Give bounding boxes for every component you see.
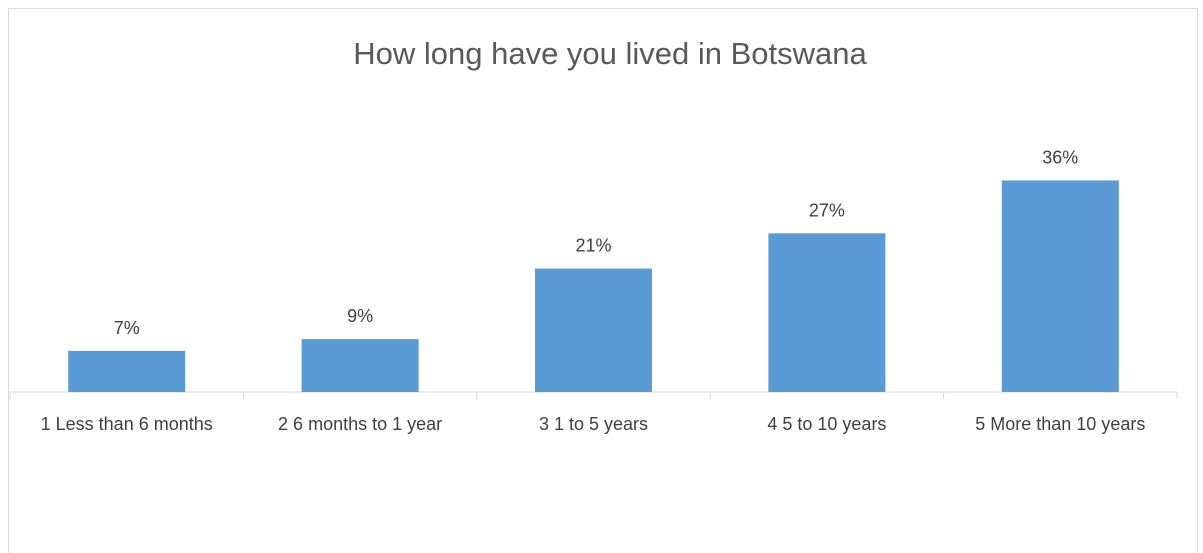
data-label: 36%	[1042, 147, 1078, 167]
bar	[1001, 180, 1119, 392]
x-tick-label: 1 Less than 6 months	[41, 414, 213, 434]
chart-title: How long have you lived in Botswana	[353, 36, 867, 71]
data-label: 21%	[575, 236, 611, 256]
data-label: 9%	[347, 306, 373, 326]
data-label: 7%	[114, 318, 140, 338]
chart-frame	[8, 8, 1198, 553]
x-tick-label: 3 1 to 5 years	[539, 414, 648, 434]
bar	[301, 339, 419, 392]
x-tick-label: 2 6 months to 1 year	[278, 414, 442, 434]
bar	[768, 233, 886, 392]
x-tick-label: 4 5 to 10 years	[767, 414, 886, 434]
bar	[68, 350, 186, 392]
data-label: 27%	[809, 200, 845, 220]
x-tick-label: 5 More than 10 years	[975, 414, 1145, 434]
bar	[535, 268, 652, 392]
